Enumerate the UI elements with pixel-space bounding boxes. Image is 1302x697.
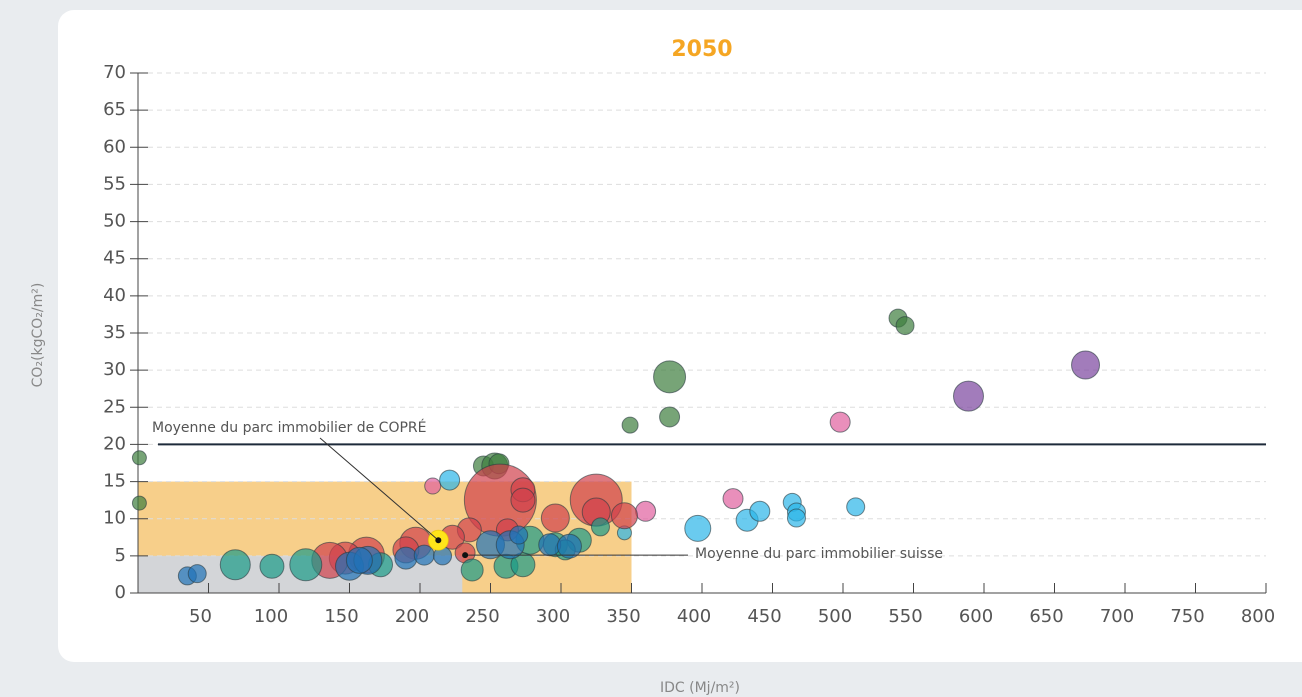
x-tick-label: 450 [747,606,781,627]
x-tick-label: 550 [888,606,922,627]
annotation-point [435,537,442,544]
x-tick-label: 200 [395,606,429,627]
y-tick-label: 55 [103,173,126,194]
bubble [895,316,915,336]
y-axis-label: CO₂(kgCO₂/m²) [30,283,46,388]
bubble [1071,350,1101,380]
bubble [590,517,610,537]
bubble [413,544,435,566]
annotation: Moyenne du parc immobilier de COPRÉ [152,419,427,436]
bubble [131,450,147,466]
y-tick-label: 0 [115,582,126,603]
bubble [510,487,536,513]
bubble [786,508,806,528]
bubble [131,495,147,511]
x-tick-label: 700 [1100,606,1134,627]
y-tick-label: 45 [103,248,126,269]
x-tick-label: 650 [1029,606,1063,627]
annotation: Moyenne du parc immobilier suisse [695,546,943,562]
x-tick-label: 800 [1241,606,1275,627]
leader-line [319,437,439,541]
bubble [653,360,687,394]
x-tick-label: 500 [818,606,852,627]
y-tick-label: 5 [115,545,126,566]
bubble [394,546,418,570]
bubble [722,488,744,510]
y-tick-label: 60 [103,136,126,157]
bubble [345,546,373,574]
bubble [259,553,285,579]
bubble [439,469,461,491]
x-tick-label: 50 [189,606,212,627]
x-tick-label: 150 [324,606,358,627]
bubble [610,502,638,530]
bubble [289,548,323,582]
bubble [187,564,207,584]
bubble [424,477,442,495]
x-tick-label: 350 [606,606,640,627]
bubble [540,503,570,533]
bubble [509,525,529,545]
x-axis-label: IDC (Mj/m²) [660,680,740,696]
bubble [556,533,582,559]
bubble [846,497,866,517]
x-tick-label: 300 [536,606,570,627]
y-tick-label: 20 [103,433,126,454]
annotation-point [462,552,469,559]
y-tick-label: 50 [103,211,126,232]
x-tick-label: 400 [677,606,711,627]
x-tick-label: 100 [254,606,288,627]
x-tick-label: 250 [465,606,499,627]
y-tick-label: 70 [103,62,126,83]
bubble [635,500,657,522]
bubble [621,416,639,434]
y-tick-label: 15 [103,471,126,492]
y-tick-label: 35 [103,322,126,343]
y-tick-label: 40 [103,285,126,306]
bubble [749,500,771,522]
bubble [829,411,851,433]
bubble [460,558,484,582]
y-tick-label: 30 [103,359,126,380]
x-tick-label: 750 [1170,606,1204,627]
y-tick-label: 65 [103,99,126,120]
bubble [684,514,712,542]
y-tick-label: 25 [103,396,126,417]
bubble [952,380,984,412]
y-tick-label: 10 [103,508,126,529]
bubble [219,549,251,581]
x-tick-label: 600 [959,606,993,627]
chart-title: 2050 [671,37,732,62]
bubble [659,406,681,428]
